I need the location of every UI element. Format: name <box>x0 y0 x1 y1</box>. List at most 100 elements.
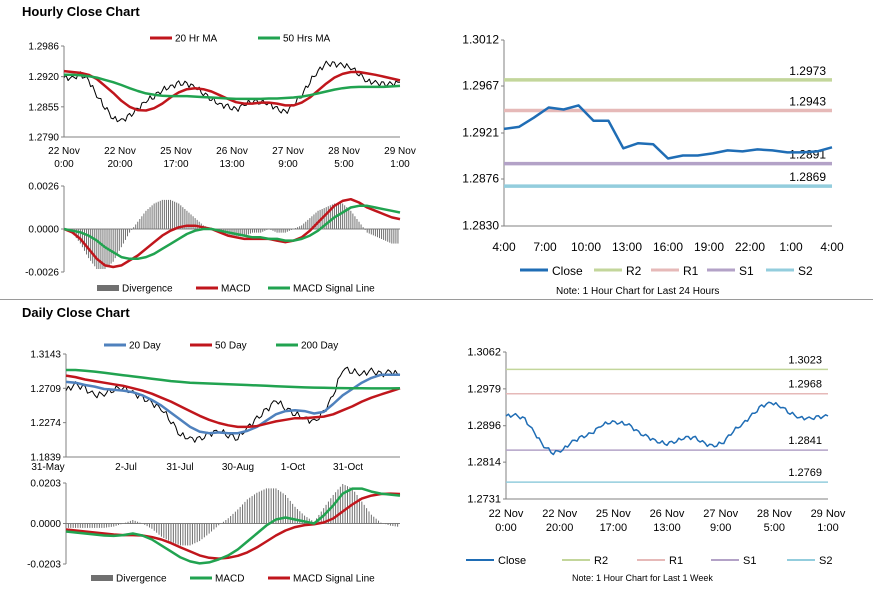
x-tick-label: 20:00 <box>107 159 132 170</box>
x-tick-label: 0:00 <box>495 522 516 534</box>
pivot-level-label: 1.3023 <box>788 354 822 366</box>
x-tick-label: 9:00 <box>278 159 298 170</box>
daily-macd-legend: Divergence MACD MACD Signal Line <box>91 574 375 585</box>
pivot-level-label: 1.2841 <box>788 435 822 447</box>
x-tick-label: 20:00 <box>546 522 574 534</box>
y-tick-label: 0.0000 <box>28 225 59 236</box>
x-tick-label: 22 Nov <box>48 146 80 157</box>
pivot-level-label: 1.2968 <box>788 379 822 391</box>
legend-label: MACD <box>221 284 250 295</box>
y-tick-label: 1.2896 <box>467 420 501 432</box>
y-tick-label: -0.0026 <box>25 268 59 279</box>
legend-label: R1 <box>683 264 699 278</box>
y-tick-label: 1.2855 <box>28 102 59 113</box>
y-tick-label: -0.0203 <box>27 560 61 571</box>
hourly-pivot-note: Note: 1 Hour Chart for Last 24 Hours <box>556 286 720 297</box>
y-tick-label: 1.2830 <box>462 219 499 233</box>
x-tick-label: 27 Nov <box>272 146 304 157</box>
x-tick-label: 28 Nov <box>328 146 360 157</box>
close-line <box>505 401 829 456</box>
x-tick-label: 31-Oct <box>333 462 363 473</box>
legend-label: S1 <box>739 264 754 278</box>
y-tick-label: 0.0026 <box>28 182 59 193</box>
section-divider <box>0 299 873 300</box>
x-tick-label: 30-Aug <box>222 462 254 473</box>
pivot-level-label: 1.2973 <box>789 64 826 78</box>
x-tick-label: 31-Jul <box>166 462 193 473</box>
x-tick-label: 22:00 <box>735 240 765 254</box>
pivot-level-label: 1.2869 <box>789 170 826 184</box>
legend-label: Divergence <box>116 574 167 585</box>
x-tick-label: 7:00 <box>533 240 557 254</box>
x-tick-label: 17:00 <box>163 159 188 170</box>
y-tick-label: 1.3062 <box>467 347 501 359</box>
legend-label: S2 <box>819 555 832 567</box>
legend-label: R2 <box>626 264 642 278</box>
hourly-macd-chart: 0.0026 0.0000 -0.0026 <box>25 182 401 279</box>
y-tick-label: 0.0000 <box>30 519 61 530</box>
x-tick-label: 26 Nov <box>216 146 248 157</box>
y-tick-label: 0.0203 <box>30 479 61 490</box>
close-line <box>63 60 401 123</box>
x-tick-label: 26 Nov <box>650 508 685 520</box>
y-tick-label: 1.2814 <box>467 457 501 469</box>
x-tick-label: 29 Nov <box>811 508 846 520</box>
legend-label: MACD <box>215 574 244 585</box>
x-tick-label: 4:00 <box>820 240 844 254</box>
legend-label: Divergence <box>122 284 173 295</box>
x-tick-label: 22 Nov <box>104 146 136 157</box>
legend-label: 20 Hr MA <box>175 34 218 45</box>
legend-label: 20 Day <box>129 341 161 352</box>
x-tick-label: 25 Nov <box>160 146 192 157</box>
ma50-line <box>64 73 401 101</box>
legend-label: 50 Day <box>215 341 247 352</box>
x-tick-label: 0:00 <box>54 159 74 170</box>
daily-pivot-chart: 1.3062 1.2979 1.2896 1.2814 1.2731 22 Nov 0:00… <box>467 347 846 535</box>
x-tick-label: 1-Oct <box>281 462 306 473</box>
daily-pivot-note: Note: 1 Hour Chart for Last 1 Week <box>572 573 713 583</box>
y-tick-label: 1.2986 <box>28 42 59 53</box>
x-tick-label: 16:00 <box>653 240 683 254</box>
y-tick-label: 1.2274 <box>30 418 61 429</box>
legend-label: R2 <box>594 555 608 567</box>
y-tick-label: 1.2709 <box>30 384 61 395</box>
legend-label: S2 <box>798 264 813 278</box>
hourly-price-legend: 20 Hr MA 50 Hrs MA <box>150 34 331 45</box>
x-tick-label: 5:00 <box>764 522 785 534</box>
x-tick-label: 25 Nov <box>596 508 631 520</box>
signal-line <box>63 204 401 261</box>
pivot-level-label: 1.2769 <box>788 467 822 479</box>
daily-section-title: Daily Close Chart <box>22 305 130 320</box>
x-tick-label: 22 Nov <box>542 508 577 520</box>
x-tick-label: 4:00 <box>492 240 516 254</box>
x-tick-label: 1:00 <box>817 522 838 534</box>
x-tick-label: 13:00 <box>612 240 642 254</box>
ma200-line <box>66 368 401 390</box>
legend-label: Close <box>552 264 583 278</box>
daily-macd-chart: 0.0203 0.0000 -0.0203 <box>27 479 401 571</box>
legend-swatch <box>91 575 113 581</box>
close-line <box>503 104 833 160</box>
ma20-line <box>65 373 400 435</box>
x-tick-label: 19:00 <box>694 240 724 254</box>
hourly-section-title: Hourly Close Chart <box>22 4 140 19</box>
ma50-line <box>65 374 401 429</box>
x-tick-label: 5:00 <box>334 159 354 170</box>
daily-pivot-legend: Close R2 R1 S1 S2 <box>466 555 832 567</box>
x-tick-label: 28 Nov <box>757 508 792 520</box>
legend-label: S1 <box>743 555 756 567</box>
pivot-level-label: 1.2943 <box>789 95 826 109</box>
x-tick-label: 1:00 <box>390 159 410 170</box>
x-tick-label: 9:00 <box>710 522 731 534</box>
x-tick-label: 2-Jul <box>115 462 137 473</box>
x-tick-label: 27 Nov <box>703 508 738 520</box>
close-line <box>65 366 401 443</box>
x-tick-label: 1:00 <box>779 240 803 254</box>
macd-line <box>63 197 401 269</box>
y-tick-label: 1.2979 <box>467 383 501 395</box>
y-tick-label: 1.3143 <box>30 350 61 361</box>
legend-label: MACD Signal Line <box>293 284 375 295</box>
y-tick-label: 1.2967 <box>462 78 499 92</box>
